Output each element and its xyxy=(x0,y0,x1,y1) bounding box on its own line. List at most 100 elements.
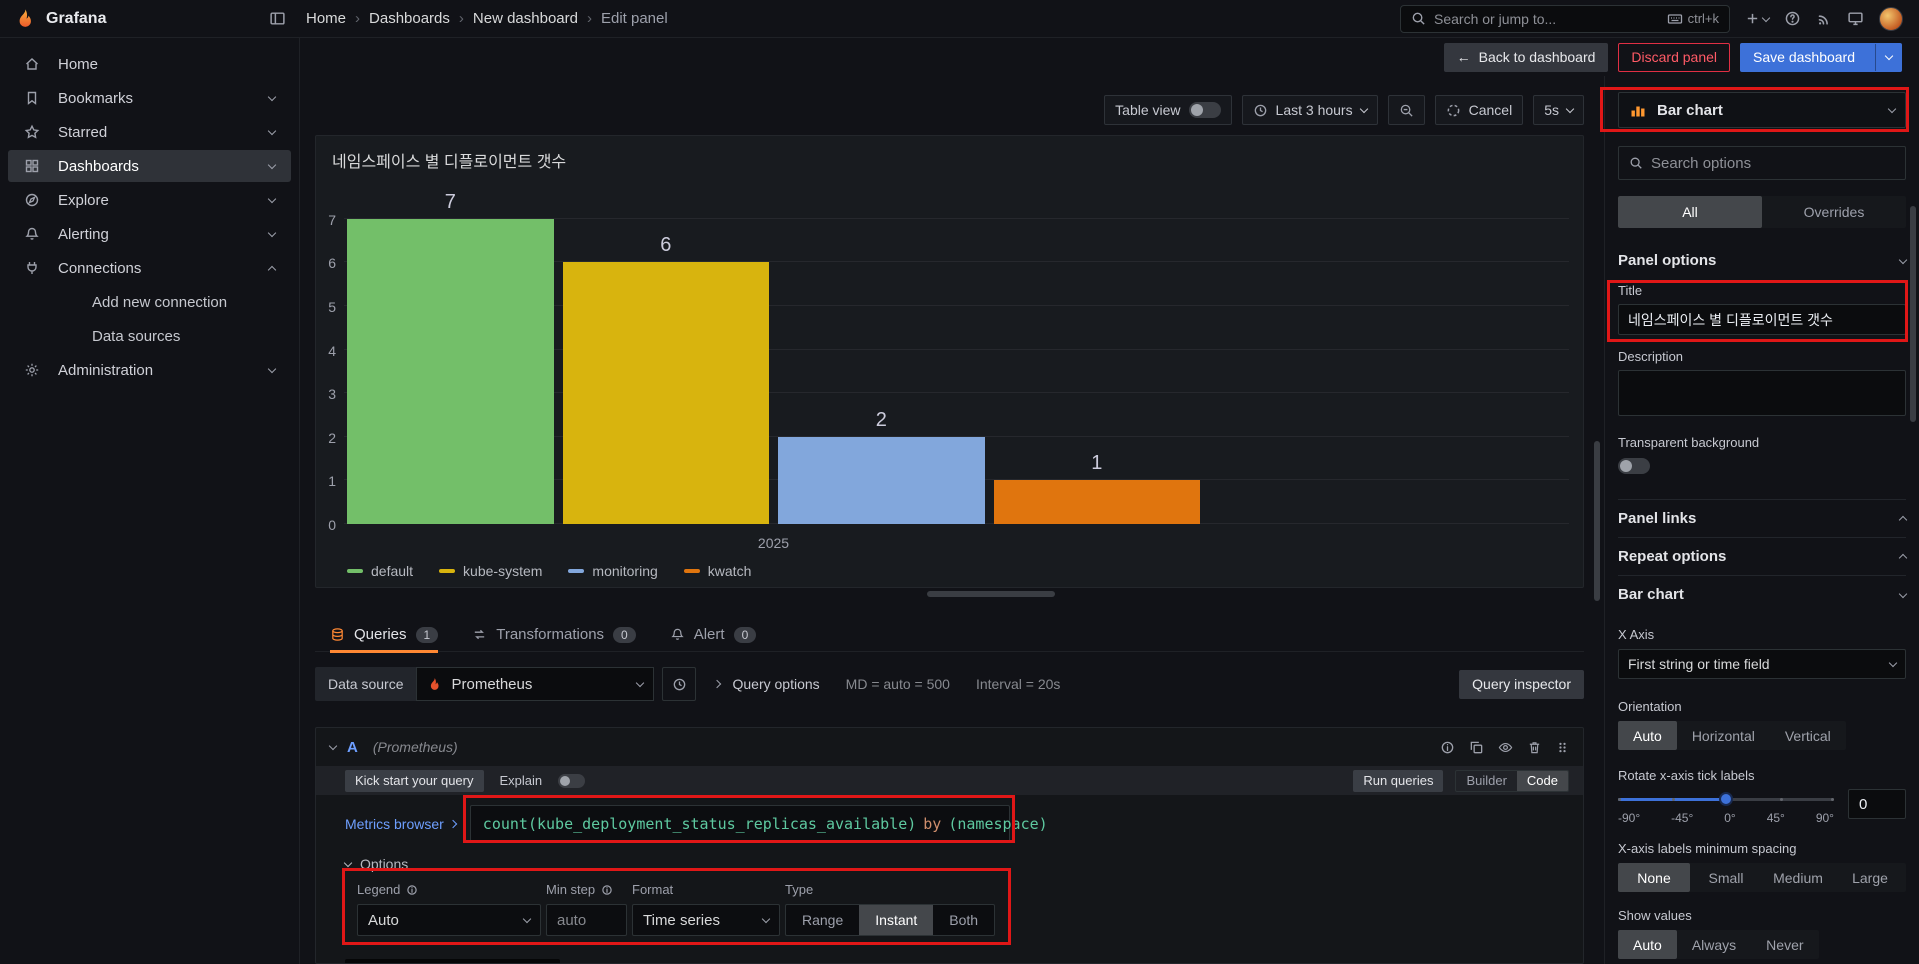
bar-kube-system[interactable]: 6 xyxy=(562,185,769,524)
sidebar-toggle-icon[interactable] xyxy=(269,10,286,27)
sidebar-item-administration[interactable]: Administration xyxy=(8,354,291,386)
save-options-arrow[interactable] xyxy=(1875,43,1901,71)
new-plus-icon[interactable] xyxy=(1745,11,1771,26)
spacing-none[interactable]: None xyxy=(1618,863,1690,892)
duplicate-icon[interactable] xyxy=(1469,740,1484,755)
sidebar-item-bookmarks[interactable]: Bookmarks xyxy=(8,82,291,114)
bar-monitoring[interactable]: 2 xyxy=(778,185,985,524)
visualization-picker[interactable]: Bar chart xyxy=(1618,92,1906,128)
type-option-instant[interactable]: Instant xyxy=(859,905,934,935)
options-collapse-header[interactable]: Options xyxy=(343,856,1583,872)
query-inspector-button[interactable]: Query inspector xyxy=(1459,669,1584,699)
table-view-toggle[interactable] xyxy=(1188,102,1221,118)
trash-icon[interactable] xyxy=(1527,740,1542,755)
tab-transformations[interactable]: Transformations 0 xyxy=(472,618,636,651)
explain-toggle[interactable] xyxy=(558,773,586,788)
legend-select[interactable]: Auto xyxy=(357,904,541,936)
zoom-out-button[interactable] xyxy=(1387,95,1425,125)
query-row-header[interactable]: A (Prometheus) xyxy=(316,728,1583,766)
time-range-picker[interactable]: Last 3 hours xyxy=(1241,95,1378,125)
breadcrumb-dashboards[interactable]: Dashboards xyxy=(369,10,450,27)
breadcrumb-new-dashboard[interactable]: New dashboard xyxy=(472,10,578,27)
chevron-down-icon[interactable] xyxy=(267,364,277,374)
chevron-down-icon[interactable] xyxy=(267,92,277,102)
chevron-up-icon[interactable] xyxy=(267,265,277,274)
info-circle-icon[interactable] xyxy=(1440,740,1455,755)
chevron-down-icon[interactable] xyxy=(267,194,277,204)
run-queries-button[interactable]: Run queries xyxy=(1353,769,1444,792)
hide-eye-icon[interactable] xyxy=(1498,740,1513,755)
rotate-value-input[interactable]: 0 xyxy=(1848,789,1906,819)
sidebar-item-dashboards[interactable]: Dashboards xyxy=(8,150,291,182)
show-values-never[interactable]: Never xyxy=(1766,936,1804,953)
orientation-auto[interactable]: Auto xyxy=(1618,721,1677,750)
rotate-slider[interactable]: -90° -45° 0° 45° 90° xyxy=(1618,789,1834,825)
main-scrollbar[interactable] xyxy=(1594,441,1600,601)
repeat-options-section[interactable]: Repeat options xyxy=(1618,537,1908,575)
refresh-interval-picker[interactable]: 5s xyxy=(1533,95,1584,125)
min-step-input[interactable] xyxy=(546,904,627,936)
chevron-down-icon[interactable] xyxy=(267,228,277,238)
refresh-cancel-button[interactable]: Cancel xyxy=(1434,95,1524,125)
type-option-range[interactable]: Range xyxy=(802,912,844,928)
panel-options-header[interactable]: Panel options xyxy=(1618,252,1908,269)
type-option-both[interactable]: Both xyxy=(949,912,979,928)
legend-item-kube-system[interactable]: kube-system xyxy=(439,563,542,579)
slider-handle[interactable] xyxy=(1719,792,1733,806)
tab-queries[interactable]: Queries 1 xyxy=(330,618,439,653)
options-search-input[interactable] xyxy=(1651,154,1895,172)
spacing-small[interactable]: Small xyxy=(1708,869,1744,886)
kick-start-button[interactable]: Kick start your query xyxy=(345,769,484,792)
legend-item-kwatch[interactable]: kwatch xyxy=(683,563,751,579)
orientation-horizontal[interactable]: Horizontal xyxy=(1691,727,1755,744)
panel-title-input[interactable] xyxy=(1618,304,1906,335)
options-pane-scrollbar[interactable] xyxy=(1910,206,1916,422)
tab-all[interactable]: All xyxy=(1618,196,1762,228)
bar-kwatch[interactable]: 1 xyxy=(993,185,1200,524)
query-options-summary[interactable]: Query options MD = auto = 500 Interval =… xyxy=(713,676,1060,692)
spacing-large[interactable]: Large xyxy=(1852,869,1888,886)
orientation-vertical[interactable]: Vertical xyxy=(1784,727,1831,744)
query-time-button[interactable] xyxy=(662,667,697,701)
news-rss-icon[interactable] xyxy=(1816,11,1832,27)
sidebar-item-connections[interactable]: Connections xyxy=(8,252,291,284)
tab-alert[interactable]: Alert 0 xyxy=(670,618,757,651)
chevron-down-icon[interactable] xyxy=(267,160,277,170)
options-search[interactable] xyxy=(1618,146,1906,180)
tab-overrides[interactable]: Overrides xyxy=(1803,204,1865,220)
chevron-down-icon[interactable] xyxy=(267,126,277,136)
metrics-browser-link[interactable]: Metrics browser xyxy=(345,816,458,832)
spacing-medium[interactable]: Medium xyxy=(1773,869,1823,886)
sidebar-item-starred[interactable]: Starred xyxy=(8,116,291,148)
horizontal-scrollbar[interactable] xyxy=(927,591,1055,597)
description-textarea[interactable] xyxy=(1618,370,1906,416)
code-option[interactable]: Code xyxy=(1516,770,1568,791)
bar-chart-section-header[interactable]: Bar chart xyxy=(1618,575,1908,613)
bar-default[interactable]: 7 xyxy=(347,185,554,524)
save-dashboard-button[interactable]: Save dashboard xyxy=(1740,42,1902,72)
sidebar-item-explore[interactable]: Explore xyxy=(8,184,291,216)
transparent-background-toggle[interactable] xyxy=(1618,458,1650,474)
show-values-always[interactable]: Always xyxy=(1691,936,1737,953)
user-avatar[interactable] xyxy=(1879,6,1903,31)
builder-option[interactable]: Builder xyxy=(1466,773,1507,788)
grafana-logo-icon[interactable] xyxy=(14,8,36,30)
promql-expression-input[interactable]: count(kube_deployment_status_replicas_av… xyxy=(469,805,1048,843)
panel-links-section[interactable]: Panel links xyxy=(1618,499,1908,537)
datasource-picker[interactable]: Prometheus xyxy=(416,667,655,701)
legend-item-default[interactable]: default xyxy=(347,563,413,579)
sidebar-item-alerting[interactable]: Alerting xyxy=(8,218,291,250)
back-to-dashboard-button[interactable]: ← Back to dashboard xyxy=(1443,42,1609,72)
show-values-auto[interactable]: Auto xyxy=(1618,930,1677,959)
legend-item-monitoring[interactable]: monitoring xyxy=(568,563,658,579)
format-select[interactable]: Time series xyxy=(632,904,780,936)
sidebar-item-data-sources[interactable]: Data sources xyxy=(8,320,291,352)
sidebar-item-home[interactable]: Home xyxy=(8,48,291,80)
x-axis-select[interactable]: First string or time field xyxy=(1618,649,1906,679)
search-input[interactable] xyxy=(1434,10,1659,27)
discard-panel-button[interactable]: Discard panel xyxy=(1618,42,1731,72)
monitor-icon[interactable] xyxy=(1847,10,1864,27)
help-icon[interactable] xyxy=(1784,10,1801,27)
global-search[interactable]: ctrl+k xyxy=(1400,4,1730,33)
breadcrumb-home[interactable]: Home xyxy=(306,10,347,27)
